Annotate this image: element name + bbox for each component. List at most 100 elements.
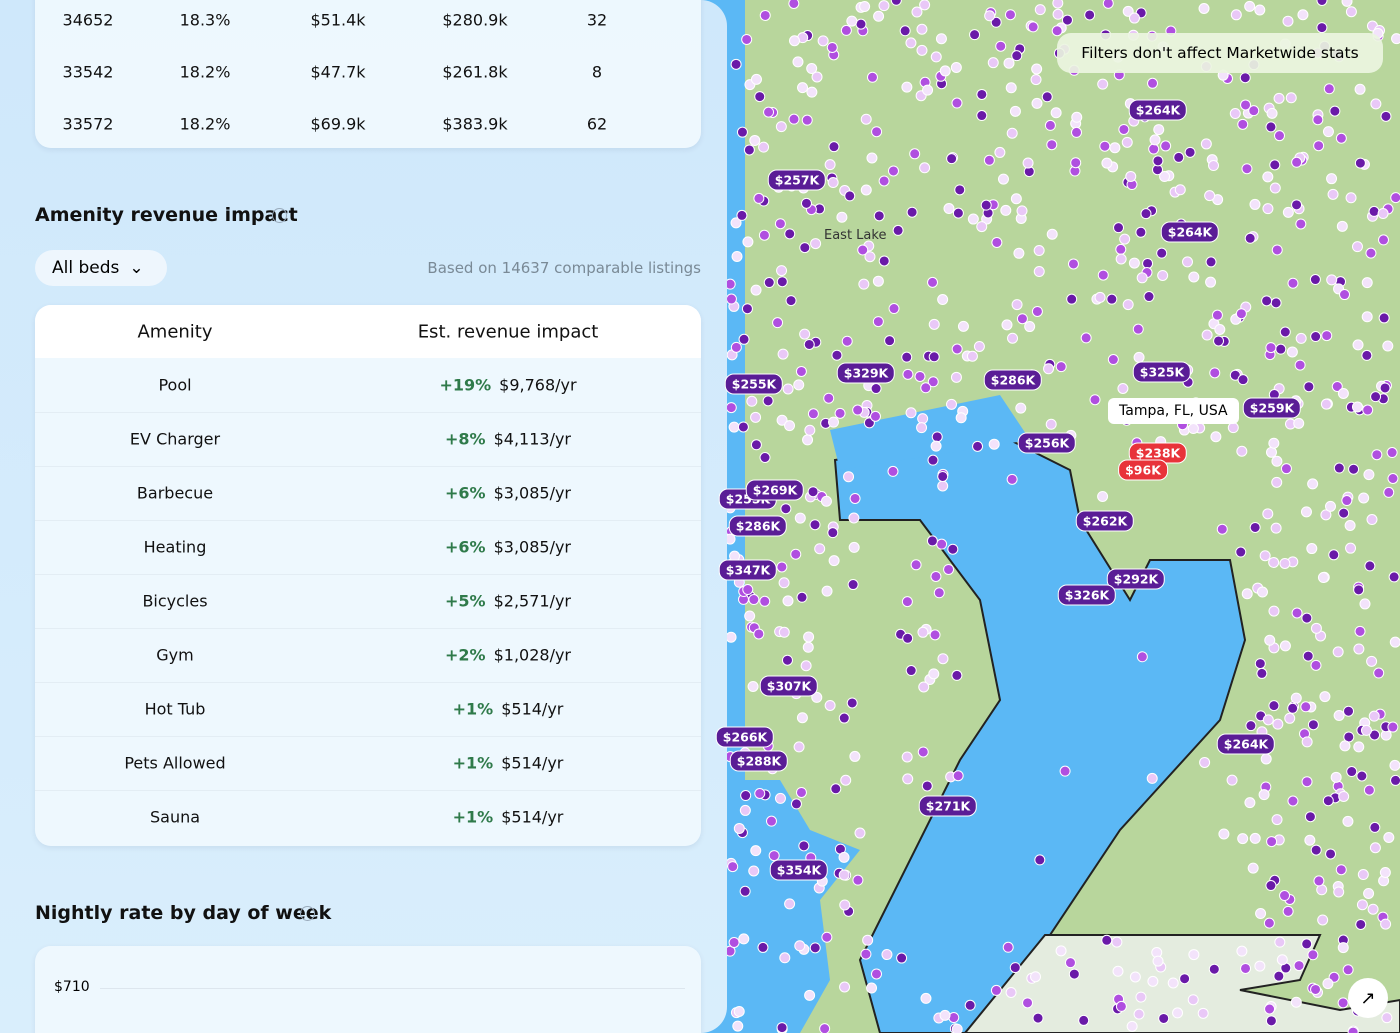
listing-dot[interactable] bbox=[747, 680, 759, 692]
listing-dot[interactable] bbox=[1337, 942, 1349, 954]
listing-dot[interactable] bbox=[888, 303, 900, 315]
listing-dot[interactable] bbox=[902, 773, 914, 785]
listing-dot[interactable] bbox=[1031, 63, 1043, 75]
listing-dot[interactable] bbox=[1317, 572, 1329, 584]
listing-dot[interactable] bbox=[765, 815, 777, 827]
listing-dot[interactable] bbox=[1377, 208, 1389, 220]
listing-dot[interactable] bbox=[763, 277, 775, 289]
listing-dot[interactable] bbox=[804, 989, 816, 1001]
listing-dot[interactable] bbox=[753, 628, 765, 640]
listing-dot[interactable] bbox=[943, 563, 955, 575]
listing-dot[interactable] bbox=[866, 982, 878, 994]
listing-dot[interactable] bbox=[892, 224, 904, 236]
listing-dot[interactable] bbox=[834, 407, 846, 419]
listing-dot[interactable] bbox=[840, 774, 852, 786]
listing-dot[interactable] bbox=[946, 398, 958, 410]
listing-dot[interactable] bbox=[930, 440, 942, 452]
listing-dot[interactable] bbox=[997, 173, 1009, 185]
listing-dot[interactable] bbox=[964, 999, 976, 1011]
listing-dot[interactable] bbox=[1089, 394, 1101, 406]
listing-dot[interactable] bbox=[858, 278, 870, 290]
listing-dot[interactable] bbox=[1282, 15, 1294, 27]
listing-dot[interactable] bbox=[931, 431, 943, 443]
listing-dot[interactable] bbox=[1271, 244, 1283, 256]
listing-dot[interactable] bbox=[1307, 478, 1319, 490]
listing-dot[interactable] bbox=[810, 238, 822, 250]
listing-dot[interactable] bbox=[748, 594, 760, 606]
listing-dot[interactable] bbox=[1303, 381, 1315, 393]
listing-dot[interactable] bbox=[1128, 257, 1140, 269]
listing-dot[interactable] bbox=[1364, 560, 1376, 572]
listing-dot[interactable] bbox=[1184, 146, 1196, 158]
listing-dot[interactable] bbox=[725, 631, 737, 643]
listing-dot[interactable] bbox=[828, 141, 840, 153]
listing-dot[interactable] bbox=[1015, 402, 1027, 414]
listing-dot[interactable] bbox=[759, 9, 771, 21]
listing-dot[interactable] bbox=[1328, 549, 1340, 561]
listing-dot[interactable] bbox=[775, 121, 787, 133]
listing-dot[interactable] bbox=[1378, 312, 1390, 324]
listing-dot[interactable] bbox=[1326, 173, 1338, 185]
listing-dot[interactable] bbox=[811, 691, 823, 703]
listing-dot[interactable] bbox=[870, 383, 882, 395]
listing-dot[interactable] bbox=[1356, 899, 1368, 911]
price-pin[interactable]: $269K bbox=[745, 479, 805, 501]
listing-dot[interactable] bbox=[995, 40, 1007, 52]
listing-dot[interactable] bbox=[1351, 241, 1363, 253]
listing-dot[interactable] bbox=[1143, 291, 1155, 303]
listing-dot[interactable] bbox=[1363, 469, 1375, 481]
listing-dot[interactable] bbox=[1346, 766, 1358, 778]
listing-dot[interactable] bbox=[1235, 546, 1247, 558]
listing-dot[interactable] bbox=[1211, 309, 1223, 321]
listing-dot[interactable] bbox=[935, 33, 947, 45]
listing-dot[interactable] bbox=[1179, 973, 1191, 985]
listing-dot[interactable] bbox=[1345, 542, 1357, 554]
listing-dot[interactable] bbox=[1112, 965, 1124, 977]
listing-dot[interactable] bbox=[937, 294, 949, 306]
listing-dot[interactable] bbox=[1272, 718, 1284, 730]
listing-dot[interactable] bbox=[1102, 0, 1114, 9]
listing-dot[interactable] bbox=[1041, 91, 1053, 103]
listing-dot[interactable] bbox=[1316, 0, 1328, 6]
listing-dot[interactable] bbox=[807, 408, 819, 420]
listing-dot[interactable] bbox=[939, 65, 951, 77]
listing-dot[interactable] bbox=[1265, 1015, 1277, 1027]
listing-dot[interactable] bbox=[1033, 266, 1045, 278]
listing-dot[interactable] bbox=[901, 751, 913, 763]
listing-dot[interactable] bbox=[906, 206, 918, 218]
expand-button[interactable]: ↗ bbox=[1348, 978, 1388, 1018]
listing-dot[interactable] bbox=[1101, 934, 1113, 946]
listing-dot[interactable] bbox=[952, 207, 964, 219]
listing-dot[interactable] bbox=[1140, 208, 1152, 220]
listing-dot[interactable] bbox=[1264, 1003, 1276, 1015]
listing-dot[interactable] bbox=[1261, 295, 1273, 307]
listing-dot[interactable] bbox=[1390, 192, 1400, 204]
listing-dot[interactable] bbox=[936, 538, 948, 550]
listing-dot[interactable] bbox=[1273, 92, 1285, 104]
listing-dot[interactable] bbox=[967, 213, 979, 225]
listing-dot[interactable] bbox=[1055, 361, 1067, 373]
listing-dot[interactable] bbox=[1307, 719, 1319, 731]
listing-dot[interactable] bbox=[1034, 854, 1046, 866]
listing-dot[interactable] bbox=[1167, 977, 1179, 989]
listing-dot[interactable] bbox=[860, 113, 872, 125]
listing-dot[interactable] bbox=[1097, 490, 1109, 502]
listing-dot[interactable] bbox=[928, 351, 940, 363]
listing-dot[interactable] bbox=[750, 73, 762, 85]
listing-dot[interactable] bbox=[1133, 1008, 1145, 1020]
listing-dot[interactable] bbox=[1324, 500, 1336, 512]
listing-dot[interactable] bbox=[1209, 367, 1221, 379]
listing-dot[interactable] bbox=[1122, 299, 1134, 311]
listing-dot[interactable] bbox=[1387, 473, 1399, 485]
listing-dot[interactable] bbox=[972, 440, 984, 452]
listing-dot[interactable] bbox=[1128, 12, 1140, 24]
listing-dot[interactable] bbox=[1373, 667, 1385, 679]
listing-dot[interactable] bbox=[1366, 655, 1378, 667]
listing-dot[interactable] bbox=[1389, 759, 1400, 771]
listing-dot[interactable] bbox=[1360, 724, 1372, 736]
listing-dot[interactable] bbox=[788, 113, 800, 125]
listing-dot[interactable] bbox=[1119, 233, 1131, 245]
listing-dot[interactable] bbox=[1001, 319, 1013, 331]
listing-dot[interactable] bbox=[1005, 82, 1017, 94]
listing-dot[interactable] bbox=[1024, 321, 1036, 333]
